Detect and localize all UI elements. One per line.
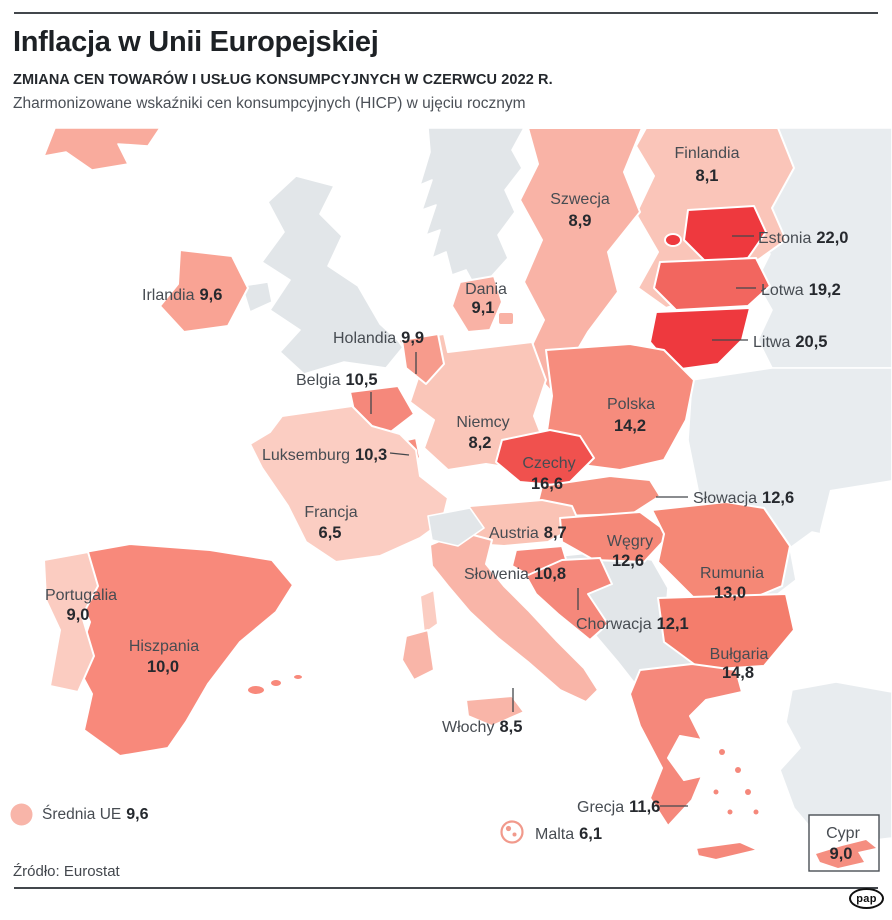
country-label-grecja: Grecja 11,6 (577, 798, 660, 816)
country-value-francja: 6,5 (319, 524, 342, 542)
leader-luksemburg (389, 452, 410, 456)
country-shape-sardynia (401, 629, 435, 681)
country-shape-baleary-1 (246, 684, 266, 696)
country-labels: Finlandia 8,1 Szwecja 8,9 Dania 9,1 Niem… (45, 145, 861, 863)
country-label-slowenia: Słowenia 10,8 (464, 565, 566, 583)
subtitle-bold: ZMIANA CEN TOWARÓW I USŁUG KONSUMPCYJNYC… (13, 72, 553, 88)
greek-island-3 (745, 789, 751, 795)
country-label-austria: Austria 8,7 (489, 524, 567, 542)
country-value-niemcy: 8,2 (469, 434, 492, 452)
country-label-litwa: Litwa 20,5 (753, 333, 827, 351)
country-label-dania: Dania (465, 281, 507, 298)
country-shape-irlandia (159, 249, 249, 333)
country-label-francja: Francja (304, 504, 357, 521)
country-value-wegry: 12,6 (612, 552, 644, 570)
country-label-portugalia: Portugalia (45, 587, 117, 604)
black-sea (816, 480, 892, 640)
country-shape-estonia-island (664, 233, 682, 247)
country-shape-korsyka (419, 589, 439, 635)
country-shape-dania-island (497, 311, 515, 326)
page-title: Inflacja w Unii Europejskiej (13, 26, 379, 58)
country-shape-dania (451, 275, 503, 333)
country-shape-bulgaria (657, 593, 795, 671)
country-shape-cypr (816, 840, 876, 868)
leader-lines (370, 235, 756, 807)
norway-shape (419, 127, 525, 299)
greek-island-2 (735, 767, 741, 773)
country-label-cypr: Cypr (826, 825, 860, 842)
country-shape-lotwa (653, 257, 771, 311)
country-label-lotwa: Łotwa 19,2 (761, 281, 841, 299)
legend-eu-average: Średnia UE 9,6 (10, 803, 149, 826)
country-value-finlandia: 8,1 (696, 167, 719, 185)
country-label-szwecja: Szwecja (550, 191, 610, 208)
country-shape-chorwacja (525, 557, 613, 641)
country-value-polska: 14,2 (614, 417, 646, 435)
greek-island-1 (719, 749, 725, 755)
country-value-hiszpania: 10,0 (147, 658, 179, 676)
bottom-rule (14, 887, 878, 889)
northern-ireland-shape (241, 281, 273, 313)
country-value-cypr: 9,0 (830, 845, 853, 863)
country-label-czechy: Czechy (522, 455, 575, 472)
country-value-portugalia: 9,0 (67, 606, 90, 624)
country-shape-polska (545, 343, 695, 471)
legend-swatch-icon (10, 803, 33, 826)
country-shape-czechy (495, 429, 595, 487)
country-shape-kreta (695, 841, 759, 861)
eu-countries (43, 127, 795, 861)
country-shape-baleary-2 (269, 678, 283, 688)
country-label-belgia: Belgia 10,5 (296, 371, 378, 389)
country-value-bulgaria: 14,8 (722, 664, 754, 682)
country-label-malta: Malta 6,1 (535, 825, 602, 843)
country-shape-wegry (559, 511, 671, 563)
country-label-bulgaria: Bułgaria (710, 646, 769, 663)
country-label-finlandia: Finlandia (675, 145, 740, 162)
greek-island-6 (753, 809, 759, 815)
switzerland-shape (427, 507, 485, 547)
country-shape-grecja (629, 663, 743, 827)
country-shape-holandia (401, 333, 445, 385)
country-label-wegry: Węgry (607, 533, 653, 550)
greek-island-4 (713, 789, 719, 795)
country-value-dania: 9,1 (472, 299, 495, 317)
subtitle: Zharmonizowane wskaźniki cen konsumpcyjn… (13, 95, 526, 112)
country-shape-wlochy (429, 531, 599, 703)
country-label-rumunia: Rumunia (700, 565, 764, 582)
uk-shape (261, 175, 405, 375)
country-label-estonia: Estonia 22,0 (758, 229, 849, 247)
country-label-irlandia: Irlandia 9,6 (142, 286, 222, 304)
legend-value: 9,6 (126, 805, 149, 823)
country-label-holandia: Holandia 9,9 (333, 329, 424, 347)
cyprus-inset (808, 814, 880, 872)
country-shape-francja (249, 405, 449, 563)
top-rule (14, 12, 878, 14)
country-shape-litwa (649, 307, 751, 371)
country-label-luksemburg: Luksemburg 10,3 (262, 446, 387, 464)
country-label-polska: Polska (607, 396, 655, 413)
country-value-czechy: 16,6 (531, 475, 563, 493)
country-label-niemcy: Niemcy (456, 414, 509, 431)
country-shape-baleary-3 (292, 673, 304, 681)
source-note: Źródło: Eurostat (13, 863, 120, 880)
iceland-shape (43, 127, 161, 171)
country-shape-portugalia (43, 551, 99, 693)
malta-circle-icon (500, 820, 524, 844)
legend-label: Średnia UE (42, 805, 122, 823)
pap-logo: pap (849, 888, 884, 909)
country-shape-sycylia (465, 695, 525, 727)
greek-island-5 (727, 809, 733, 815)
country-label-slowacja: Słowacja 12,6 (693, 489, 794, 507)
country-value-szwecja: 8,9 (569, 212, 592, 230)
country-label-hiszpania: Hiszpania (129, 638, 199, 655)
country-label-wlochy: Włochy 8,5 (442, 718, 522, 736)
country-value-rumunia: 13,0 (714, 584, 746, 602)
country-label-chorwacja: Chorwacja 12,1 (576, 615, 689, 633)
